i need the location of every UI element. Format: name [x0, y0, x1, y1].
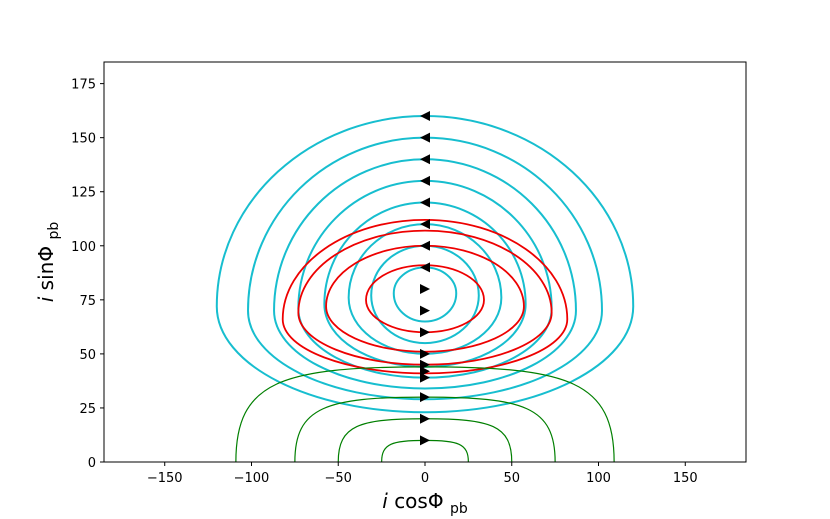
y-tick-label: 175 — [71, 78, 96, 93]
y-tick-label: 50 — [79, 348, 96, 363]
arrow-right-9 — [420, 305, 430, 316]
arrow-right-17 — [420, 435, 430, 446]
cyan-orbit-0 — [215, 115, 635, 414]
arrow-left-7 — [420, 262, 430, 273]
y-tick-label: 25 — [79, 402, 96, 417]
x-tick-label: 0 — [421, 471, 429, 486]
arrow-left-4 — [420, 197, 430, 208]
y-tick-label: 125 — [71, 186, 96, 201]
arrow-left-6 — [420, 240, 430, 251]
cyan-orbit-7 — [392, 266, 458, 323]
arrow-right-14 — [420, 372, 430, 383]
arrow-left-2 — [420, 154, 430, 165]
arrow-left-3 — [420, 175, 430, 186]
arrow-right-13 — [420, 366, 430, 377]
x-tick-label: 50 — [503, 471, 520, 486]
arrow-right-8 — [420, 284, 430, 295]
y-tick-label: 75 — [79, 294, 96, 309]
arrow-left-5 — [420, 219, 430, 230]
x-tick-label: −50 — [325, 471, 352, 486]
arrow-right-10 — [420, 327, 430, 338]
arrow-right-11 — [420, 348, 430, 359]
cyan-orbit-2 — [273, 158, 577, 390]
arrow-right-16 — [420, 413, 430, 424]
x-tick-label: 150 — [673, 471, 698, 486]
y-axis-label: i sinΦ pb — [34, 222, 62, 303]
y-axis-ticks: 0 25 50 75 100 125 150 175 — [71, 78, 104, 471]
arrow-right-15 — [420, 392, 430, 403]
arrow-left-1 — [420, 132, 430, 143]
x-tick-label: 100 — [586, 471, 611, 486]
arrow-left-0 — [420, 111, 430, 122]
x-axis-ticks: −150 −100 −50 0 50 100 150 — [147, 462, 698, 486]
y-tick-label: 0 — [88, 456, 96, 471]
cyan-orbit-6 — [370, 244, 480, 345]
y-tick-label: 150 — [71, 132, 96, 147]
x-tick-label: −100 — [234, 471, 270, 486]
x-tick-label: −150 — [147, 471, 183, 486]
direction-arrows — [420, 111, 430, 446]
arrow-right-12 — [420, 359, 430, 370]
y-tick-label: 100 — [71, 240, 96, 255]
x-axis-label: i cosΦ pb — [382, 489, 468, 517]
